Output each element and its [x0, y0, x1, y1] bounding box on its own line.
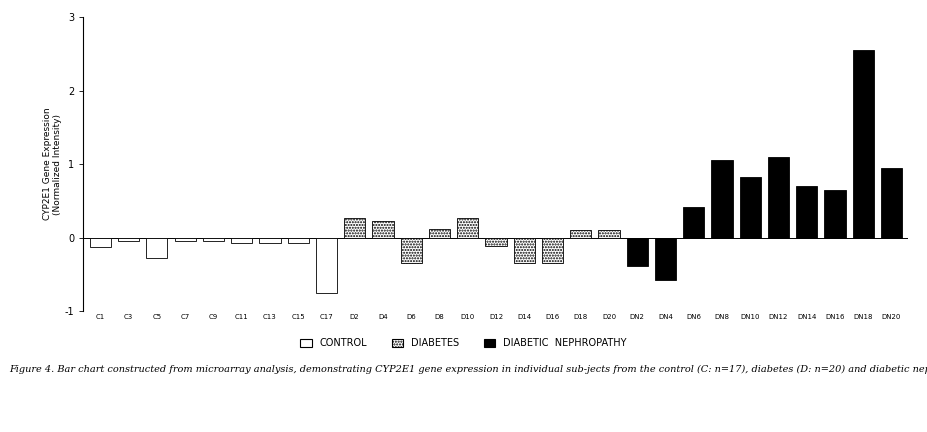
- Bar: [90, 238, 111, 247]
- Bar: [514, 238, 535, 264]
- Bar: [287, 238, 309, 244]
- Bar: [118, 238, 139, 241]
- Bar: [881, 168, 902, 238]
- Bar: [486, 238, 506, 246]
- Bar: [344, 218, 365, 238]
- Bar: [768, 157, 789, 238]
- Bar: [146, 238, 168, 258]
- Bar: [457, 218, 478, 238]
- Text: Figure 4. Bar chart constructed from microarray analysis, demonstrating CYP2E1 g: Figure 4. Bar chart constructed from mic…: [9, 365, 927, 374]
- Bar: [260, 238, 281, 243]
- Bar: [429, 229, 450, 238]
- Bar: [598, 230, 619, 238]
- Bar: [316, 238, 337, 293]
- Bar: [683, 207, 705, 238]
- Bar: [711, 161, 732, 238]
- Bar: [373, 222, 394, 238]
- Bar: [400, 238, 422, 264]
- Bar: [231, 238, 252, 243]
- Y-axis label: CYP2E1 Gene Expression
(Normalized Intensity): CYP2E1 Gene Expression (Normalized Inten…: [43, 108, 62, 220]
- Bar: [542, 238, 563, 264]
- Bar: [627, 238, 648, 266]
- Bar: [570, 230, 591, 238]
- Bar: [203, 238, 224, 241]
- Legend: CONTROL, DIABETES, DIABETIC  NEPHROPATHY: CONTROL, DIABETES, DIABETIC NEPHROPATHY: [300, 338, 627, 349]
- Bar: [174, 238, 196, 241]
- Bar: [824, 190, 845, 238]
- Bar: [740, 178, 761, 238]
- Bar: [654, 238, 676, 280]
- Bar: [853, 50, 874, 238]
- Bar: [796, 186, 818, 238]
